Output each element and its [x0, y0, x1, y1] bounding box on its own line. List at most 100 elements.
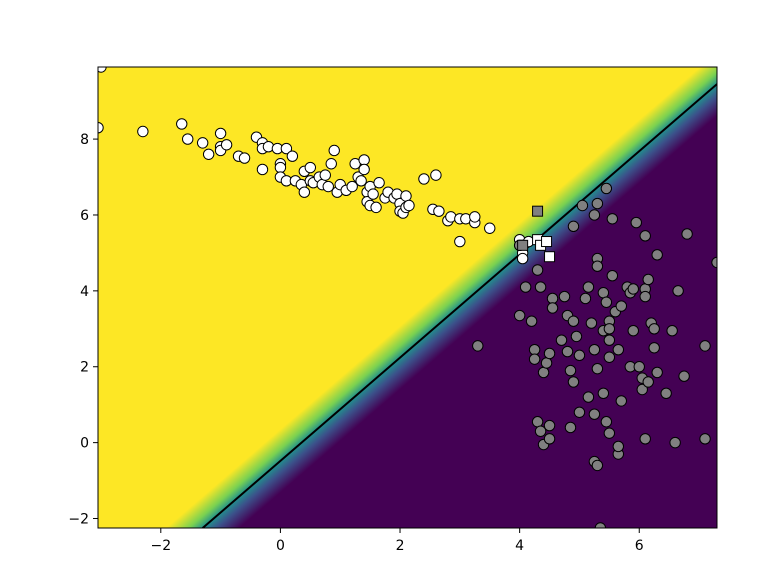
decision-boundary-line — [202, 83, 717, 528]
class-1-point — [603, 334, 616, 346]
class-1-point — [639, 290, 651, 303]
class-0-point — [400, 190, 412, 202]
class-1-point — [615, 300, 628, 312]
class-1-point — [597, 387, 610, 400]
class-1-point — [567, 376, 580, 388]
class-1-point — [591, 362, 604, 375]
class-1-point — [534, 281, 547, 293]
class-1-point — [588, 209, 601, 221]
class-1-point — [588, 343, 601, 356]
x-axis: −2 0 2 4 6 — [150, 528, 644, 554]
class-0-point — [137, 125, 149, 138]
class-1-point — [543, 419, 556, 432]
class-0-point — [274, 161, 287, 174]
class-1-point — [699, 433, 711, 445]
class-0-point — [484, 222, 496, 234]
class-0-point — [367, 188, 379, 200]
class-1-point — [564, 421, 577, 434]
class-1-point — [567, 315, 580, 327]
class-0-point — [358, 163, 370, 176]
y-tick-label: −2 — [68, 512, 89, 528]
class-1-point — [591, 459, 604, 472]
class-1-point — [519, 281, 532, 293]
class-1-point — [576, 199, 589, 212]
class-0-point — [298, 186, 311, 198]
class-1-point — [678, 370, 690, 382]
class-1-point — [561, 345, 574, 358]
class-1-point — [642, 376, 654, 388]
class-0-point — [370, 201, 382, 214]
class-1-point — [636, 383, 648, 396]
class-1-point — [651, 249, 663, 261]
class-0-point — [304, 161, 317, 174]
class-0-point — [98, 67, 107, 73]
class-1-point — [558, 290, 571, 303]
class-1-point — [699, 340, 711, 352]
class-0-point — [430, 169, 442, 181]
class-1-point — [666, 324, 678, 337]
class-0-point — [403, 199, 415, 212]
highlighted-square-point — [532, 205, 544, 217]
class-1-point — [531, 416, 544, 428]
class-1-point — [582, 281, 595, 293]
class-1-point — [513, 309, 526, 322]
class-1-point — [630, 216, 642, 229]
class-0-point — [196, 137, 209, 149]
class-1-point — [525, 315, 538, 327]
class-0-point — [469, 211, 481, 223]
class-1-point — [681, 228, 693, 240]
class-1-point — [597, 287, 610, 299]
class-1-point — [648, 323, 660, 335]
highlighted-square-point — [544, 251, 556, 263]
class-1-point — [472, 340, 484, 352]
class-1-point — [669, 436, 681, 449]
class-1-point — [585, 317, 598, 329]
class-0-point — [176, 118, 188, 130]
class-0-point — [319, 169, 331, 181]
class-0-point — [346, 180, 358, 193]
class-0-point — [328, 144, 340, 157]
class-0-point — [358, 154, 370, 166]
class-1-point — [567, 220, 580, 233]
x-tick-label: 4 — [515, 538, 524, 554]
class-0-point — [516, 252, 529, 265]
class-0-point — [418, 173, 430, 185]
y-tick-label: 6 — [80, 208, 89, 224]
class-0-point — [373, 177, 385, 189]
class-1-point — [546, 302, 559, 314]
class-1-point — [600, 416, 613, 428]
class-1-point — [543, 433, 556, 445]
class-1-point — [612, 343, 625, 356]
class-0-point — [214, 127, 227, 140]
class-1-point — [603, 351, 616, 363]
class-0-point — [325, 158, 337, 170]
class-1-point — [555, 334, 568, 346]
class-1-point — [648, 342, 660, 354]
class-1-point — [606, 213, 619, 225]
class-0-point — [322, 180, 334, 193]
plot-frame — [97, 66, 718, 529]
class-1-point — [588, 408, 601, 420]
class-1-point — [531, 264, 544, 276]
y-tick-label: 8 — [80, 132, 89, 148]
class-1-point — [564, 364, 577, 377]
class-1-point — [528, 343, 541, 356]
class-1-point — [606, 269, 619, 282]
class-1-point — [543, 347, 556, 360]
class-1-point — [546, 292, 559, 305]
class-1-point — [627, 324, 639, 337]
class-0-point — [220, 139, 233, 151]
class-1-point — [633, 361, 645, 373]
class-1-point — [591, 260, 604, 272]
class-1-point — [579, 292, 592, 305]
class-1-point — [672, 285, 684, 297]
class-1-point — [660, 387, 672, 400]
y-tick-label: 0 — [80, 436, 89, 452]
class-0-point — [433, 205, 445, 217]
class-1-point — [528, 353, 541, 365]
class-1-point — [537, 366, 550, 379]
class-0-point — [238, 152, 251, 164]
x-tick-label: 6 — [635, 538, 644, 554]
class-1-point — [591, 197, 604, 210]
